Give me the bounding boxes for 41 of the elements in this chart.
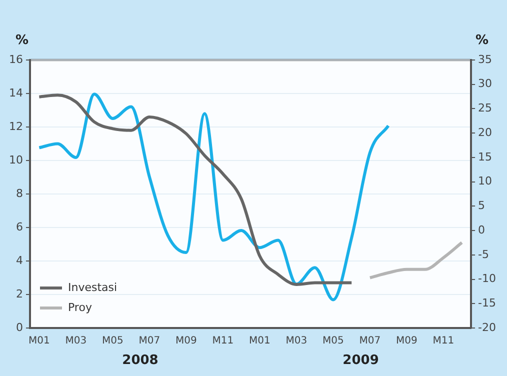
- y2-tick-label: 20: [478, 126, 492, 139]
- line-series: [368, 241, 464, 280]
- y2-tick-label: 5: [478, 199, 486, 212]
- x-tick-label: M07: [138, 336, 160, 347]
- text: 2009: [342, 352, 379, 368]
- x-tick-label: M03: [286, 336, 308, 347]
- y2-tick-label: 0: [478, 223, 486, 236]
- x-tick-label: M11: [432, 336, 454, 347]
- y-tick-label: 4: [16, 254, 23, 267]
- y-tick-label: 10: [8, 153, 23, 166]
- y2-axis-title: %: [475, 32, 489, 48]
- y2-tick-label: 25: [478, 102, 492, 115]
- y2-tick-label: -5: [478, 248, 490, 261]
- legend-label: Proy: [68, 300, 92, 314]
- y-tick-label: 0: [16, 320, 23, 334]
- text: 2008: [122, 352, 158, 368]
- x-tick-label: M01: [28, 336, 50, 347]
- y2-tick-label: 10: [478, 174, 492, 188]
- line-series: [38, 92, 390, 302]
- legend-label: Investasi: [68, 280, 118, 294]
- y-tick-label: 14: [8, 86, 23, 100]
- y2-tick-label: -10: [478, 272, 496, 286]
- y-tick-label: 16: [8, 52, 23, 66]
- x-tick-label: M07: [359, 336, 381, 347]
- x-tick-label: M09: [396, 336, 418, 347]
- y-tick-label: 6: [16, 220, 23, 234]
- x-tick-label: M11: [212, 336, 234, 347]
- y-tick-label: 12: [8, 120, 23, 133]
- y-axis-title: %: [15, 32, 29, 48]
- y-tick-label: 8: [16, 186, 23, 200]
- y2-tick-label: -20: [478, 320, 496, 334]
- y2-tick-label: -15: [478, 296, 496, 310]
- x-tick-label: M01: [249, 336, 270, 347]
- x-tick-label: M03: [65, 336, 87, 347]
- y2-tick-label: 15: [478, 150, 492, 164]
- y2-tick-label: 35: [478, 52, 492, 66]
- y2-tick-label: 30: [478, 77, 492, 90]
- x-tick-label: M05: [322, 336, 344, 347]
- y-tick-label: 2: [16, 287, 23, 300]
- x-tick-label: M05: [102, 336, 124, 347]
- x-tick-label: M09: [176, 336, 197, 347]
